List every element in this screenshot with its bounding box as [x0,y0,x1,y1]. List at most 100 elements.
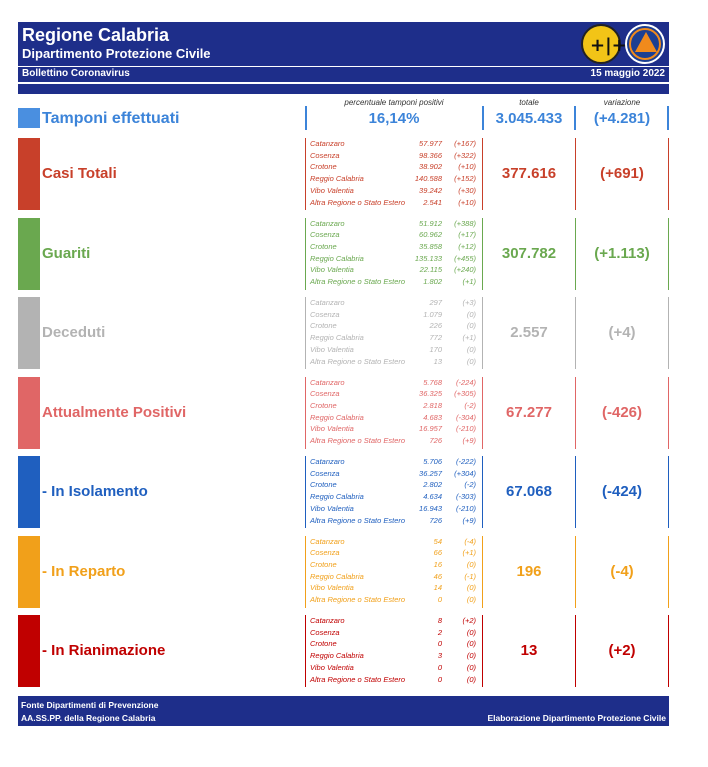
province-name: Vibo Valentia [310,344,354,354]
divider [305,456,306,528]
province-variation: (+2) [462,616,476,625]
bulletin-bar: Bollettino Coronavirus 15 maggio 2022 [18,67,669,82]
section-total: 2.557 [510,324,548,341]
section-variation: (-424) [601,483,642,500]
province-variation: (0) [466,674,476,684]
province-value: 51.912 [419,218,442,228]
divider [575,376,576,449]
province-value: 1.802 [423,277,442,286]
divider [575,297,576,369]
province-value: 726 [429,515,442,525]
section-variation: (-4) [610,562,634,580]
province-value: 36.257 [419,468,442,478]
total-column-head: totale [519,98,539,107]
province-variation: (0) [466,662,476,672]
province-value: 13 [433,356,442,366]
province-value: 66 [433,548,442,558]
divider [575,217,576,290]
province-row: Crotone 35.858 (+12) [310,242,480,254]
province-row: Crotone 16 (0) [310,560,480,572]
divider [482,217,483,290]
section-marker [18,297,40,369]
province-variation: (+3) [462,298,476,307]
province-row: Altra Regione o Stato Estero 0 (0) [310,595,480,607]
province-row: Catanzaro 297 (+3) [310,298,480,310]
province-variation: (+240) [454,265,476,275]
divider [668,456,669,528]
province-variation: (-222) [455,457,476,466]
province-name: Crotone [310,241,337,251]
province-name: Altra Regione o Stato Estero [310,674,406,684]
section-casi-totali: Casi Totali Catanzaro 57.977 (+167) Cosenza 9… [18,138,669,210]
province-variation: (-2) [464,480,476,490]
province-row: Crotone 2.802 (-2) [310,480,480,492]
province-name: Catanzaro [310,536,345,546]
calabria-emblem-icon: +|+ [581,24,627,64]
province-row: Cosenza 36.325 (+305) [310,389,480,401]
tamponi-marker [18,108,40,128]
section-total: 67.068 [506,483,552,500]
province-breakdown: Catanzaro 51.912 (+388) Cosenza 60.962 (+17) C… [305,217,483,290]
province-row: Catanzaro 51.912 (+388) [310,219,480,231]
section-attualmente-positivi: Attualmente Positivi Catanzaro 5.768 (-224)… [18,376,669,449]
province-name: Cosenza [310,389,340,399]
province-value: 135.133 [414,253,442,263]
divider [575,615,576,687]
province-name: Crotone [310,400,337,410]
section-in-reparto: - In Reparto Catanzaro 54 (-4) Cosenza 66 (+1)… [18,535,669,608]
divider [482,138,483,210]
province-name: Catanzaro [310,218,345,228]
province-row: Vibo Valentia 170 (0) [310,345,480,357]
province-value: 2 [437,627,442,637]
province-value: 0 [437,639,442,649]
province-name: Altra Regione o Stato Estero [310,436,406,445]
province-name: Reggio Calabria [310,412,364,422]
divider [668,376,669,449]
divider [668,297,669,369]
section-label: Casi Totali [42,165,117,182]
province-value: 3 [437,651,442,661]
footer-source-line1: Fonte Dipartimenti di Prevenzione [21,700,159,710]
province-variation: (+9) [462,436,476,445]
province-breakdown: Catanzaro 5.768 (-224) Cosenza 36.325 (+305) C… [305,376,483,449]
footer-source-line2: AA.SS.PP. della Regione Calabria [21,713,156,723]
province-row: Reggio Calabria 772 (+1) [310,333,480,345]
province-value: 226 [429,321,442,331]
section-label: Deceduti [42,324,106,341]
section-guariti: Guariti Catanzaro 51.912 (+388) Cosenza 60.96… [18,217,669,290]
section-marker [18,138,40,210]
divider [305,376,306,449]
province-variation: (+304) [454,468,476,478]
province-variation: (0) [466,559,476,569]
province-row: Catanzaro 5.706 (-222) [310,457,480,469]
province-variation: (+1) [462,277,476,286]
province-name: Altra Regione o Stato Estero [310,595,406,604]
tamponi-variation: (+4.281) [593,110,651,127]
province-value: 38.902 [419,162,442,172]
section-variation: (+691) [600,165,644,182]
province-value: 0 [437,674,442,684]
tamponi-total: 3.045.433 [495,110,563,127]
footer-banner: Fonte Dipartimenti di Prevenzione AA.SS.… [18,696,669,726]
province-variation: (+10) [458,162,476,172]
province-row: Cosenza 36.257 (+304) [310,469,480,481]
province-row: Reggio Calabria 4.634 (-303) [310,492,480,504]
divider [482,456,483,528]
province-name: Vibo Valentia [310,503,354,513]
province-name: Altra Regione o Stato Estero [310,356,406,366]
province-value: 14 [433,583,442,593]
province-row: Cosenza 1.079 (0) [310,310,480,322]
province-row: Vibo Valentia 16.943 (-210) [310,504,480,516]
divider [668,535,669,608]
province-variation: (+30) [458,185,476,195]
divider [305,217,306,290]
province-name: Reggio Calabria [310,492,364,502]
province-name: Cosenza [310,468,340,478]
province-row: Altra Regione o Stato Estero 1.802 (+1) [310,277,480,289]
province-row: Catanzaro 57.977 (+167) [310,139,480,151]
section-marker [18,376,40,449]
province-variation: (0) [466,321,476,331]
province-name: Reggio Calabria [310,333,364,343]
province-row: Cosenza 98.366 (+322) [310,151,480,163]
province-row: Catanzaro 8 (+2) [310,616,480,628]
